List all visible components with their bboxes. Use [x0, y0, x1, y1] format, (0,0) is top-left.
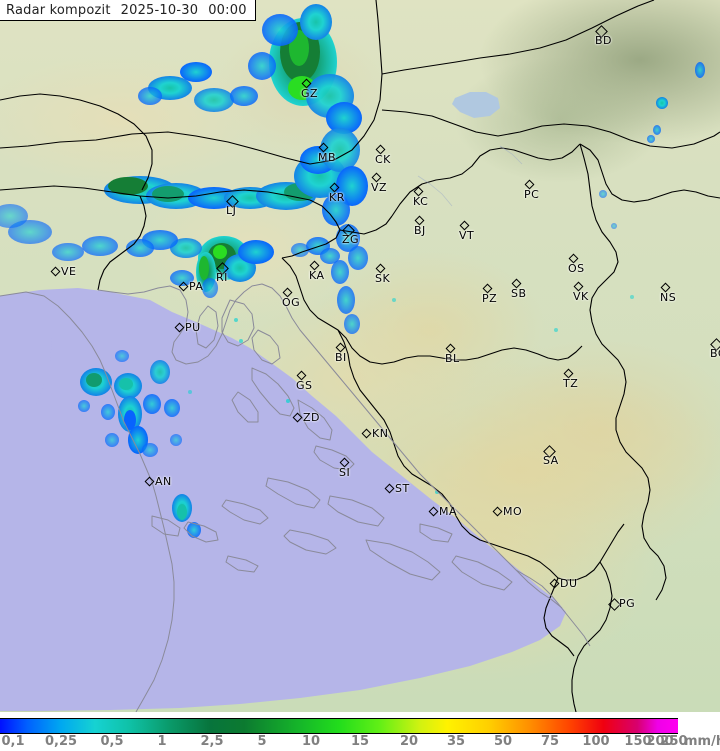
city-label: BJ [414, 224, 426, 237]
city-label: PU [185, 321, 201, 334]
city-label: BD [595, 34, 613, 47]
legend-unit-label: mm/h [684, 734, 720, 749]
color-scale-legend: 0,1 0,25 0,5 1 2,5 5 10 15 20 35 50 75 100 150 200 250 m… [0, 712, 720, 751]
city-label: LJ [226, 204, 237, 217]
city-label: SB [511, 287, 527, 300]
city-label: CK [375, 153, 391, 166]
city-label: BI [335, 351, 347, 364]
city-label: OS [568, 262, 585, 275]
city-label: KA [309, 269, 325, 282]
legend-tick-9: 35 [446, 734, 466, 749]
legend-tick-8: 20 [399, 734, 419, 749]
legend-tick-13: 150 [624, 734, 652, 749]
legend-tick-14: 200 [646, 734, 674, 749]
legend-tick-7: 15 [350, 734, 370, 749]
city-label: OG [282, 296, 301, 309]
city-label: DU [560, 577, 578, 590]
city-label: MA [439, 505, 458, 518]
city-label: RI [216, 271, 228, 284]
city-label: KR [329, 191, 345, 204]
city-label: NS [660, 291, 677, 304]
city-label: BG [710, 347, 720, 360]
city-diamond-icon [144, 476, 155, 487]
coastline-layer [0, 283, 591, 712]
city-diamond-icon [428, 506, 439, 517]
city-label: ZD [303, 411, 321, 424]
city-label: KN [372, 427, 389, 440]
color-bar-gradient [0, 718, 678, 734]
city-label: PC [524, 188, 540, 201]
city-label: KC [413, 195, 429, 208]
city-label: ZG [342, 233, 360, 246]
city-diamond-icon [384, 483, 395, 494]
legend-tick-1: 0,25 [44, 734, 78, 749]
sea-layer [0, 92, 566, 711]
city-label: VK [573, 290, 589, 303]
legend-tick-10: 50 [493, 734, 513, 749]
map-vector-layer [0, 0, 720, 712]
product-title: Radar kompozit [6, 2, 111, 18]
city-label: PA [189, 280, 204, 293]
title-bar: Radar kompozit 2025-10-30 00:00 [0, 0, 256, 21]
city-label: ST [395, 482, 410, 495]
city-label: GS [296, 379, 313, 392]
city-label: PZ [482, 292, 498, 305]
border-layer [0, 0, 720, 712]
legend-tick-5: 5 [257, 734, 267, 749]
city-label: SK [375, 272, 391, 285]
city-label: VE [61, 265, 77, 278]
legend-tick-6: 10 [301, 734, 321, 749]
legend-tick-3: 1 [157, 734, 167, 749]
city-diamond-icon [50, 266, 61, 277]
city-label: MO [503, 505, 523, 518]
city-label: MB [318, 151, 337, 164]
city-diamond-icon [549, 578, 560, 589]
city-label: SA [543, 454, 559, 467]
city-label: SI [339, 466, 351, 479]
city-label: AN [155, 475, 172, 488]
legend-tick-4: 2,5 [200, 734, 224, 749]
city-diamond-icon [361, 428, 372, 439]
observation-time: 00:00 [208, 2, 247, 18]
radar-echo-layer [0, 4, 705, 538]
city-label: TZ [563, 377, 579, 390]
legend-tick-labels: 0,1 0,25 0,5 1 2,5 5 10 15 20 35 50 75 100 150 200 250 m… [0, 734, 720, 751]
city-label: GZ [301, 87, 319, 100]
city-diamond-icon [492, 506, 503, 517]
legend-tick-2: 0,5 [100, 734, 124, 749]
hydrography-layer [417, 145, 523, 207]
city-label: BL [445, 352, 460, 365]
city-label: VT [459, 229, 475, 242]
city-diamond-icon [292, 412, 303, 423]
legend-tick-12: 100 [582, 734, 610, 749]
radar-map[interactable]: BD GZ MB CK VZ LJ KC PC KR BJ VT ZG OS KA SK VE RI PA SB PZ… [0, 0, 720, 712]
legend-tick-15: 250 [660, 734, 688, 749]
city-diamond-icon [178, 281, 189, 292]
legend-tick-11: 75 [540, 734, 560, 749]
city-label-layer: BD GZ MB CK VZ LJ KC PC KR BJ VT ZG OS KA SK VE RI PA SB PZ… [50, 25, 720, 611]
city-label: PG [619, 597, 636, 610]
legend-tick-0: 0,1 [1, 734, 25, 749]
observation-date: 2025-10-30 [120, 2, 199, 18]
city-diamond-icon [174, 322, 185, 333]
color-bar-wrapper [0, 712, 720, 738]
city-label: VZ [371, 181, 388, 194]
